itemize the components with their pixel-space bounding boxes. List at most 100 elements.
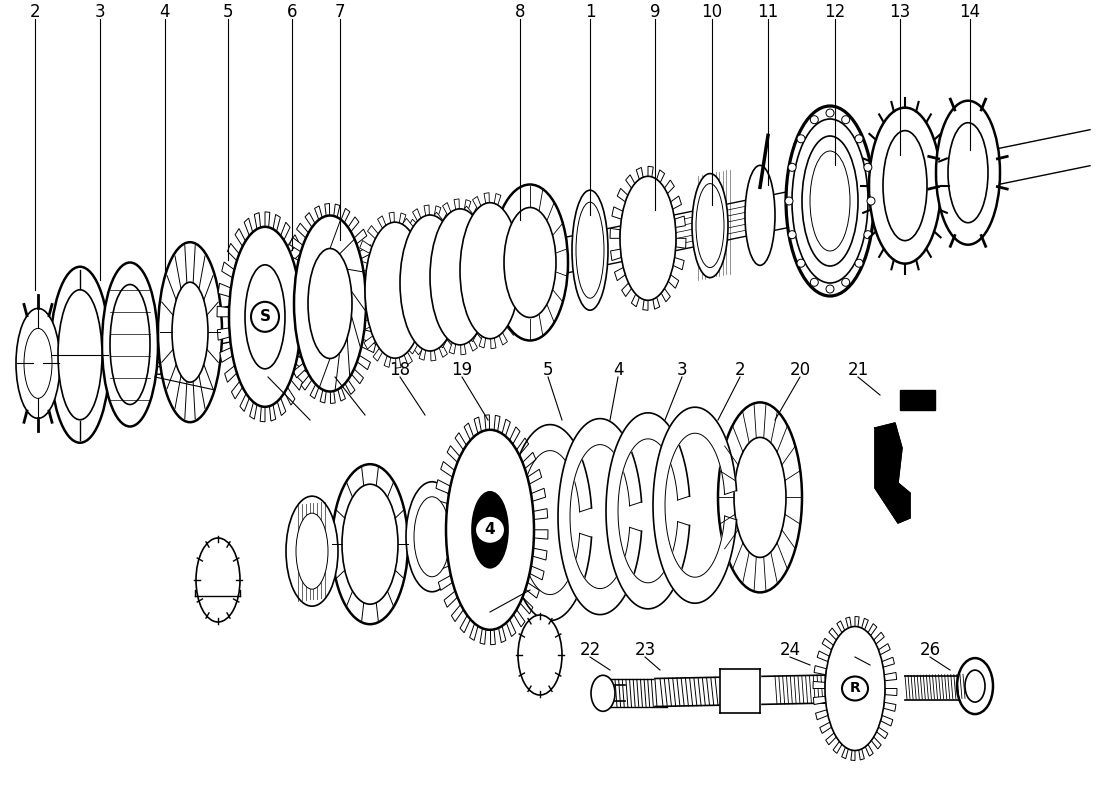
Ellipse shape [294,215,366,391]
Polygon shape [453,320,465,333]
Polygon shape [393,313,405,325]
Polygon shape [353,302,366,312]
Polygon shape [285,387,295,405]
Polygon shape [483,314,495,326]
Polygon shape [460,615,471,633]
Ellipse shape [342,484,398,604]
Text: 20: 20 [790,361,811,379]
Polygon shape [474,417,482,434]
Polygon shape [851,750,855,761]
Ellipse shape [802,136,858,266]
Ellipse shape [286,496,338,606]
Polygon shape [436,480,450,494]
Ellipse shape [864,230,872,238]
Polygon shape [532,548,547,560]
Ellipse shape [50,266,110,442]
Ellipse shape [869,108,940,264]
Polygon shape [859,749,865,760]
Ellipse shape [883,130,927,241]
Polygon shape [503,200,512,213]
Text: 4: 4 [613,361,624,379]
Polygon shape [449,342,455,354]
Polygon shape [464,423,474,440]
Polygon shape [720,669,760,713]
Polygon shape [520,597,532,614]
Text: 4: 4 [160,3,170,21]
Polygon shape [358,320,370,332]
Polygon shape [458,302,471,314]
Polygon shape [404,352,412,365]
Polygon shape [526,582,539,598]
Polygon shape [384,356,390,367]
Ellipse shape [518,615,562,695]
Text: 16: 16 [257,361,278,379]
Polygon shape [900,390,935,410]
Polygon shape [476,328,487,342]
Ellipse shape [16,308,60,418]
Ellipse shape [110,285,150,405]
Ellipse shape [308,249,352,358]
Ellipse shape [785,197,793,205]
Polygon shape [855,617,859,627]
Polygon shape [534,509,548,519]
Polygon shape [499,333,507,345]
Polygon shape [454,221,466,234]
Polygon shape [617,188,628,202]
Polygon shape [813,696,826,705]
Polygon shape [358,355,371,370]
Ellipse shape [504,207,556,318]
Polygon shape [454,199,460,210]
Ellipse shape [826,109,834,117]
Polygon shape [502,419,510,436]
Ellipse shape [855,259,864,267]
Polygon shape [324,203,330,216]
Text: 23: 23 [635,641,656,659]
Ellipse shape [867,197,875,205]
Polygon shape [506,619,516,637]
Polygon shape [881,715,893,726]
Polygon shape [534,530,548,539]
Polygon shape [341,208,350,222]
Polygon shape [434,206,441,218]
Polygon shape [449,282,461,293]
Polygon shape [509,212,521,225]
Text: 14: 14 [959,3,980,21]
Polygon shape [861,618,868,630]
Ellipse shape [696,184,724,267]
Polygon shape [348,217,359,232]
Polygon shape [675,238,686,248]
Polygon shape [388,294,401,305]
Polygon shape [452,300,465,313]
Polygon shape [527,470,541,484]
Text: 5: 5 [222,3,233,21]
Polygon shape [498,626,506,642]
Polygon shape [280,314,295,324]
Polygon shape [254,213,261,229]
Ellipse shape [460,202,520,338]
Polygon shape [610,249,621,261]
Polygon shape [231,381,243,399]
Polygon shape [389,212,394,223]
Polygon shape [657,170,664,182]
Polygon shape [558,418,641,614]
Polygon shape [419,288,431,299]
Text: 22: 22 [580,641,601,659]
Polygon shape [373,348,383,361]
Polygon shape [388,274,400,283]
Polygon shape [399,329,410,342]
Polygon shape [531,488,546,502]
Polygon shape [441,462,454,477]
Polygon shape [813,682,825,689]
Polygon shape [905,675,965,699]
Text: 12: 12 [824,3,846,21]
Ellipse shape [718,402,802,592]
Polygon shape [294,363,306,378]
Polygon shape [301,375,312,390]
Polygon shape [661,289,670,302]
Polygon shape [448,262,460,270]
Ellipse shape [798,134,805,142]
Polygon shape [354,259,367,271]
Polygon shape [389,252,403,264]
Polygon shape [408,341,418,354]
Polygon shape [365,282,380,294]
